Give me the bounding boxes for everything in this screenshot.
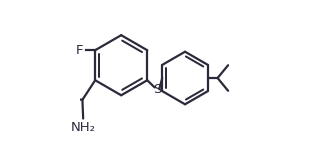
- Text: S: S: [153, 83, 161, 96]
- Text: NH₂: NH₂: [71, 121, 96, 134]
- Text: F: F: [76, 44, 83, 57]
